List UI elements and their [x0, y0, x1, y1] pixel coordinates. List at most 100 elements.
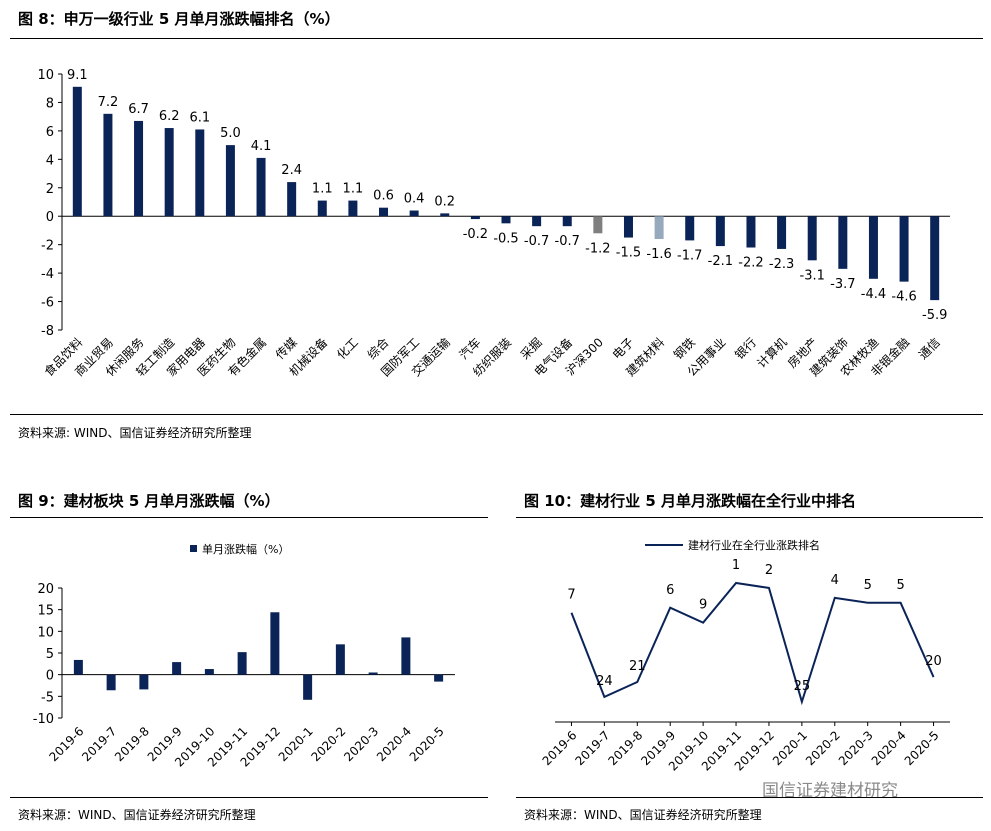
bar — [379, 207, 389, 217]
data-label: -2.1 — [708, 254, 733, 269]
data-label: -0.2 — [463, 227, 488, 242]
y-tick-label: 8 — [46, 96, 54, 111]
bar — [225, 145, 235, 217]
legend-label: 建材行业在全行业涨跌排名 — [688, 538, 820, 552]
bar — [139, 674, 149, 690]
legend-swatch — [190, 545, 197, 552]
bar — [715, 216, 725, 247]
bar — [807, 216, 817, 261]
data-label: -0.7 — [524, 234, 549, 249]
bar — [501, 216, 511, 224]
watermark-text: 国信证券建材研究 — [762, 781, 898, 801]
y-tick-label: 20 — [37, 582, 54, 597]
legend-label: 单月涨跌幅（%） — [202, 542, 289, 556]
bar — [134, 120, 144, 217]
data-label: -1.5 — [616, 246, 641, 261]
fig9-top-rule — [10, 517, 488, 518]
bar — [470, 216, 480, 220]
data-label: 6.7 — [128, 102, 149, 117]
bar — [562, 216, 572, 227]
fig8-source: 资料来源: WIND、国信证券经济研究所整理 — [18, 426, 252, 440]
data-label: 9.1 — [67, 68, 88, 83]
bar — [899, 216, 909, 282]
data-label: 4.1 — [251, 139, 272, 154]
bar — [195, 129, 205, 217]
fig8-bottom-rule — [10, 414, 983, 415]
bar — [434, 674, 444, 682]
bar — [287, 182, 297, 217]
bar — [164, 128, 174, 217]
category-label: 2020-4 — [869, 728, 909, 768]
bar — [746, 216, 756, 248]
bar — [838, 216, 848, 269]
y-tick-label: -5 — [41, 690, 54, 705]
data-label: 6.2 — [159, 109, 180, 124]
data-label: 0.2 — [434, 194, 455, 209]
data-label: 1.1 — [312, 182, 333, 197]
category-label: 2020-5 — [902, 728, 942, 768]
y-tick-label: 15 — [37, 604, 54, 619]
data-label: 24 — [596, 674, 613, 689]
data-label: -2.2 — [738, 256, 763, 271]
category-label: 2019-6 — [540, 728, 580, 768]
data-label: 5 — [896, 578, 904, 593]
y-tick-label: -10 — [33, 712, 54, 727]
fig8-top-rule — [10, 38, 983, 39]
y-tick-label: 0 — [46, 669, 54, 684]
data-label: -1.7 — [677, 248, 702, 263]
bar — [440, 213, 450, 217]
data-label: 25 — [794, 679, 811, 694]
bar — [270, 612, 280, 675]
bar — [368, 672, 378, 675]
fig10-bottom-rule — [516, 797, 983, 798]
bar — [73, 659, 83, 675]
bar — [317, 200, 327, 217]
y-tick-label: -4 — [41, 267, 54, 282]
y-tick-label: 4 — [46, 153, 54, 168]
y-tick-label: -8 — [41, 324, 54, 339]
bar — [172, 662, 182, 675]
data-label: 6.1 — [189, 110, 210, 125]
bar — [237, 652, 247, 675]
data-label: 21 — [629, 659, 646, 674]
data-label: -0.5 — [493, 231, 518, 246]
y-tick-label: 10 — [37, 625, 54, 640]
data-label: 1 — [732, 558, 740, 573]
y-tick-label: 0 — [46, 210, 54, 225]
data-label: 0.4 — [404, 192, 425, 207]
series-line — [570, 581, 935, 706]
y-tick-label: -2 — [41, 239, 54, 254]
bar — [348, 200, 358, 217]
bar — [204, 669, 214, 675]
data-label: -2.3 — [769, 257, 794, 272]
data-label: 6 — [666, 583, 674, 598]
y-tick-label: 2 — [46, 182, 54, 197]
data-label: 2 — [765, 563, 773, 578]
category-label: 2019-8 — [605, 728, 645, 768]
bar — [409, 210, 419, 217]
fig9-source: 资料来源：WIND、国信证券经济研究所整理 — [18, 808, 256, 822]
bar — [868, 216, 878, 279]
data-label: 5.0 — [220, 126, 241, 141]
bar — [256, 157, 266, 217]
data-label: 5 — [864, 578, 872, 593]
data-label: -4.6 — [891, 290, 916, 305]
bar — [103, 113, 113, 217]
fig10-title: 图 10：建材行业 5 月单月涨跌幅在全行业中排名 — [524, 492, 856, 510]
y-tick-label: -6 — [41, 296, 54, 311]
data-label: 0.6 — [373, 189, 394, 204]
bar — [654, 216, 664, 239]
data-label: -5.9 — [922, 308, 947, 323]
data-label: 1.1 — [343, 182, 364, 197]
fig9-title: 图 9：建材板块 5 月单月涨跌幅（%） — [18, 492, 280, 510]
data-label: -1.2 — [585, 241, 610, 256]
data-label: -1.6 — [646, 247, 671, 262]
bar — [303, 674, 313, 700]
data-label: 20 — [925, 654, 942, 669]
fig10-top-rule — [516, 517, 983, 518]
bar — [335, 644, 345, 675]
bar — [401, 637, 411, 675]
